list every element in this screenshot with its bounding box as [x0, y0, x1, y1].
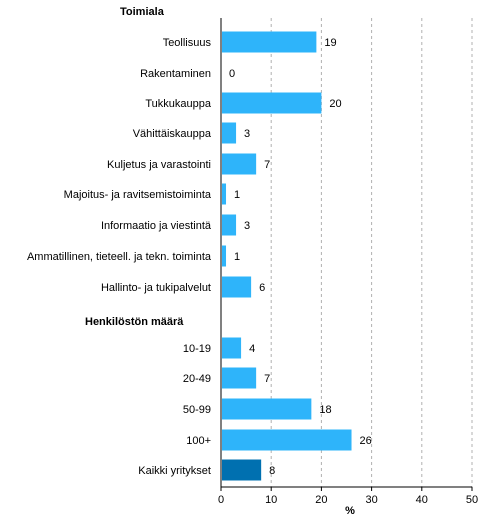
category-label: 20-49	[183, 373, 211, 385]
category-label: Tukkukauppa	[145, 98, 212, 110]
value-labels: 19 0 20 3 7 1 3 1 6 4 7 18 26 8	[229, 37, 372, 477]
x-tick-label: 50	[466, 494, 478, 506]
data-label: 19	[324, 37, 336, 49]
data-label: 1	[234, 251, 240, 263]
bars	[222, 31, 352, 481]
bar	[222, 183, 227, 205]
bar	[222, 122, 237, 144]
category-label: Kaikki yritykset	[138, 465, 211, 477]
category-label: Ammatillinen, tieteell. ja tekn. toimint…	[27, 251, 212, 263]
bar	[222, 459, 262, 481]
x-tick-label: 10	[265, 494, 277, 506]
data-label: 20	[329, 98, 341, 110]
x-tick-label: 20	[315, 494, 327, 506]
category-label: Kuljetus ja varastointi	[107, 159, 211, 171]
bar	[222, 245, 227, 267]
x-tick-label: 30	[365, 494, 377, 506]
data-label: 3	[244, 220, 250, 232]
category-label: Vähittäiskauppa	[133, 128, 212, 140]
category-label: Majoitus- ja ravitsemistoiminta	[64, 189, 212, 201]
bar	[222, 92, 322, 114]
bar	[222, 398, 312, 420]
bar	[222, 367, 257, 389]
data-label: 3	[244, 128, 250, 140]
data-label: 1	[234, 189, 240, 201]
category-labels: Toimiala Teollisuus Rakentaminen Tukkukaupp…	[27, 6, 212, 477]
category-label: Rakentaminen	[140, 68, 211, 80]
category-label: 10-19	[183, 343, 211, 355]
category-label: 100+	[186, 435, 211, 447]
bar	[222, 31, 317, 53]
data-label: 7	[264, 373, 270, 385]
x-tick-label: 0	[218, 494, 224, 506]
category-label: Teollisuus	[163, 37, 212, 49]
data-label: 26	[360, 435, 372, 447]
category-label: Hallinto- ja tukipalvelut	[101, 282, 211, 294]
data-label: 0	[229, 68, 235, 80]
bar	[222, 214, 237, 236]
group-heading: Toimiala	[120, 6, 165, 18]
data-label: 8	[269, 465, 275, 477]
x-axis-title: %	[345, 505, 355, 517]
data-label: 18	[319, 404, 331, 416]
bar	[222, 429, 352, 451]
data-label: 7	[264, 159, 270, 171]
bar	[222, 337, 242, 359]
x-tick-label: 40	[416, 494, 428, 506]
category-label: Informaatio ja viestintä	[101, 220, 212, 232]
bar	[222, 276, 252, 298]
category-label: 50-99	[183, 404, 211, 416]
bar	[222, 153, 257, 175]
x-axis: 0 10 20 30 40 50	[218, 18, 478, 506]
data-label: 6	[259, 282, 265, 294]
group-heading: Henkilöstön määrä	[85, 316, 184, 328]
data-label: 4	[249, 343, 255, 355]
